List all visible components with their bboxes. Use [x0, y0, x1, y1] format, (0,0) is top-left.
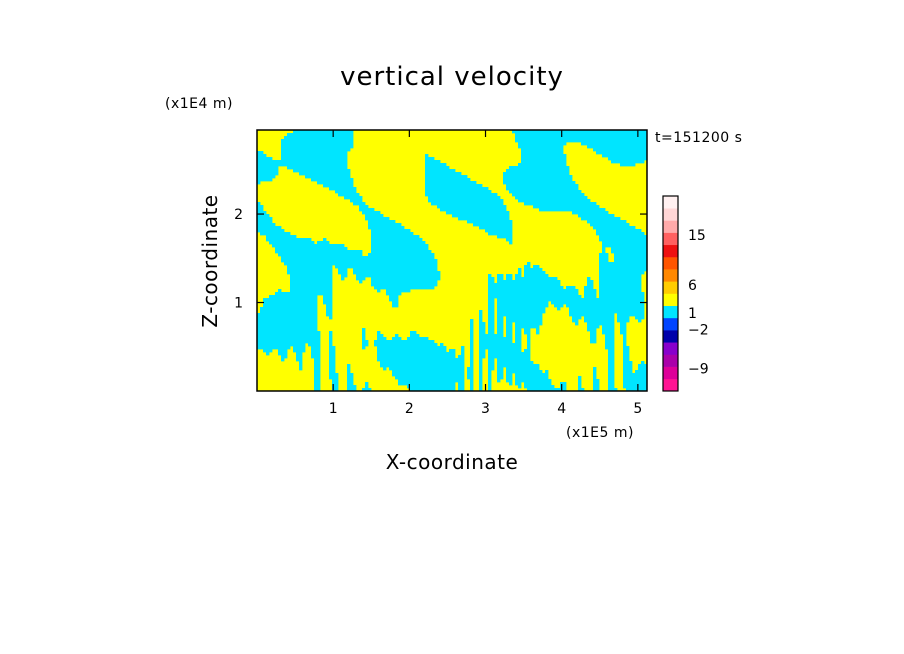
- colorbar-label: 15: [688, 228, 706, 244]
- colorbar-level: [663, 220, 678, 233]
- colorbar: [662, 195, 679, 392]
- y-tick-label: 1: [234, 296, 243, 312]
- colorbar-label: 1: [688, 306, 697, 322]
- y-tick-label: 2: [234, 207, 243, 223]
- colorbar-label: −9: [688, 362, 709, 378]
- colorbar-level: [663, 293, 678, 306]
- field-negative-regions: [257, 130, 647, 391]
- colorbar-level: [663, 330, 678, 343]
- colorbar-level: [663, 232, 678, 246]
- x-tick-label: 3: [481, 401, 490, 417]
- y-axis: 12: [234, 207, 647, 312]
- colorbar-label: −2: [688, 323, 709, 339]
- colorbar-level: [663, 342, 678, 355]
- x-tick-label: 5: [633, 401, 642, 417]
- x-tick-label: 2: [405, 401, 414, 417]
- colorbar-frame: [662, 195, 679, 392]
- velocity-field: [257, 130, 647, 391]
- colorbar-label: 6: [688, 278, 697, 294]
- x-unit-label: (x1E5 m): [566, 425, 634, 441]
- y-axis-title: Z-coordinate: [198, 194, 222, 327]
- x-tick-label: 1: [329, 401, 338, 417]
- colorbar-level: [663, 196, 678, 209]
- y-unit-label: (x1E4 m): [165, 96, 233, 112]
- colorbar-level: [663, 208, 678, 221]
- colorbar-level: [663, 366, 678, 380]
- colorbar-level: [663, 305, 678, 319]
- colorbar-level: [663, 354, 678, 367]
- colorbar-labels: 15 6 1−2 −9: [688, 228, 709, 378]
- x-tick-label: 4: [557, 401, 566, 417]
- colorbar-level: [663, 378, 678, 392]
- colorbar-level: [663, 269, 678, 282]
- colorbar-level: [663, 317, 678, 331]
- x-axis-title: X-coordinate: [386, 450, 519, 474]
- x-axis: 1 2 3 4 5: [329, 130, 642, 417]
- colorbar-level: [663, 281, 678, 294]
- time-label: t=151200 s: [655, 130, 742, 146]
- chart-title: vertical velocity: [340, 62, 564, 92]
- plot-frame: [256, 129, 648, 392]
- colorbar-level: [663, 256, 678, 270]
- colorbar-level: [663, 244, 678, 258]
